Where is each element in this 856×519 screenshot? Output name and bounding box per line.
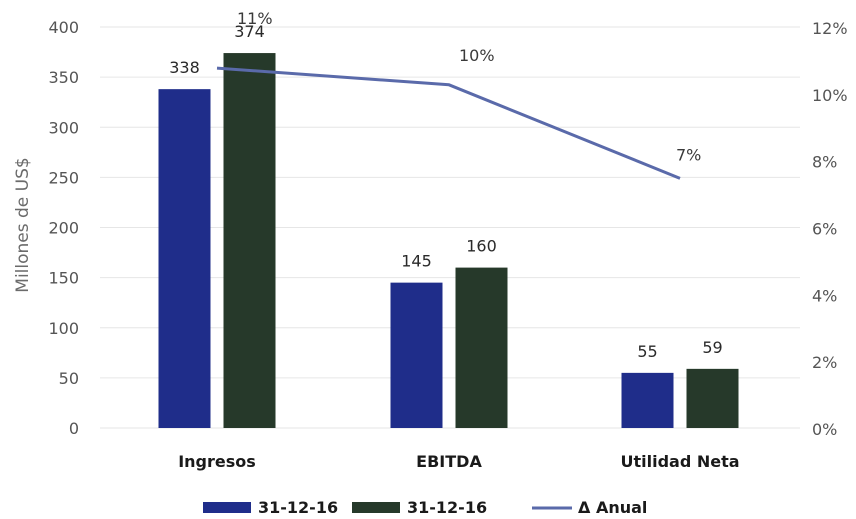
legend-label: 31-12-16: [407, 498, 487, 517]
line-value-label: 11%: [237, 9, 273, 28]
bar: [158, 89, 211, 428]
y2-tick-label: 8%: [812, 153, 837, 172]
legend-swatch: [203, 502, 251, 513]
y2-tick-label: 4%: [812, 286, 837, 305]
bar-value-label: 338: [169, 58, 200, 77]
y-tick-label: 400: [48, 18, 79, 37]
legend-swatch: [352, 502, 400, 513]
growth-line: [216, 66, 681, 180]
category-label: Utilidad Neta: [620, 452, 739, 471]
y-tick-label: 0: [69, 419, 79, 438]
legend-label: 31-12-16: [258, 498, 338, 517]
bar-value-label: 55: [637, 342, 657, 361]
category-label: EBITDA: [416, 452, 482, 471]
bar-value-label: 374: [234, 22, 265, 41]
line-value-label: 10%: [459, 46, 495, 65]
line-value-label: 7%: [676, 145, 701, 164]
category-label: Ingresos: [178, 452, 256, 471]
x-axis-categories: Ingresos EBITDA Utilidad Neta: [178, 452, 739, 471]
gridlines: [100, 26, 800, 429]
y2-tick-label: 10%: [812, 86, 848, 105]
y-axis-left: 0 50 100 150 200 250 300 350 400: [48, 18, 79, 438]
bar: [223, 53, 276, 428]
y-tick-label: 300: [48, 118, 79, 137]
y-tick-label: 50: [59, 369, 79, 388]
legend: 31-12-16 31-12-16 Δ Anual: [203, 498, 647, 517]
bars: [158, 53, 739, 428]
legend-label: Δ Anual: [578, 498, 647, 517]
bar: [686, 368, 739, 428]
bar: [390, 282, 443, 428]
y2-tick-label: 0%: [812, 420, 837, 439]
y-axis-right: 0% 2% 4% 6% 8% 10% 12%: [812, 19, 848, 439]
bar: [455, 267, 508, 428]
bar-value-label: 160: [466, 237, 497, 256]
y-tick-label: 250: [48, 168, 79, 187]
bar: [621, 372, 674, 428]
y2-tick-label: 2%: [812, 353, 837, 372]
y-tick-label: 200: [48, 219, 79, 238]
y-tick-label: 350: [48, 68, 79, 87]
growth-line-path: [216, 66, 681, 180]
y-tick-label: 150: [48, 269, 79, 288]
y-tick-label: 100: [48, 319, 79, 338]
bar-value-label: 59: [702, 338, 722, 357]
y2-tick-label: 12%: [812, 19, 848, 38]
y2-tick-label: 6%: [812, 220, 837, 239]
y-axis-title: Millones de US$: [13, 157, 33, 292]
bar-value-label: 145: [401, 252, 432, 271]
data-labels: 338 145 55 374 160 59 11% 10% 7%: [169, 9, 722, 361]
